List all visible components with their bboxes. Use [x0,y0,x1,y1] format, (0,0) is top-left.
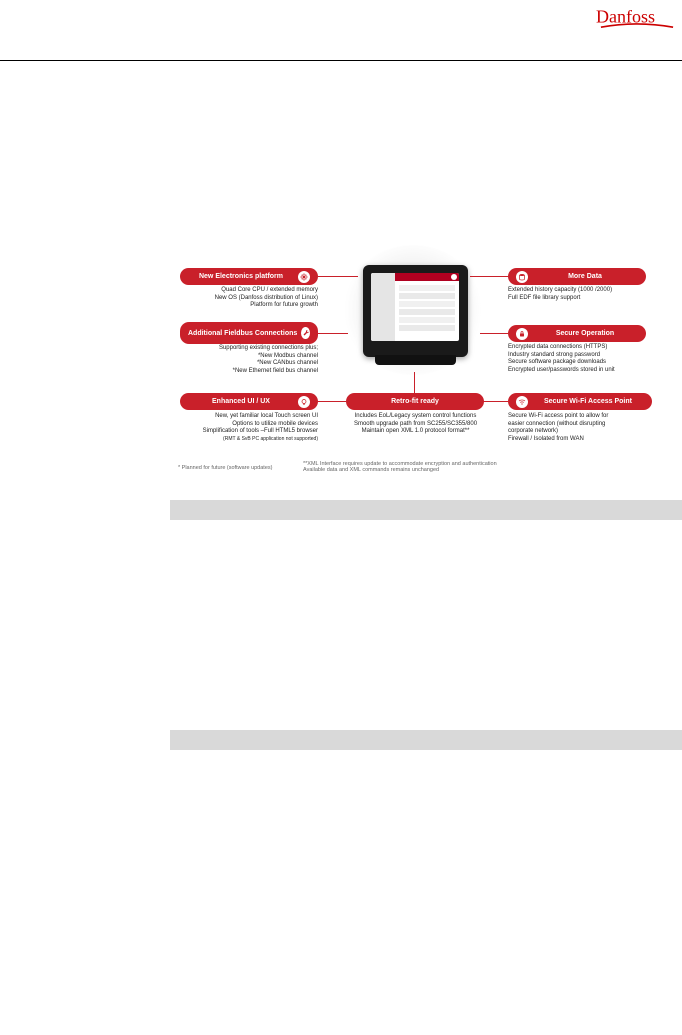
feature-details: Supporting existing connections plus;*Ne… [178,345,318,375]
device-illustration [343,245,483,375]
feature-pill-label: Additional Fieldbus Connections [188,330,297,337]
feature-pill: New Electronics platform [180,268,318,285]
footnote-2: **XML Interface requires update to accom… [303,461,497,473]
feature-pill: Secure Operation [508,325,646,342]
feature-detail-line: Supporting existing connections plus; [178,345,318,353]
feature-pill-label: New Electronics platform [188,273,294,280]
device-screen-row [399,317,455,323]
feature-detail-line: (RMT & SvB PC application not supported) [164,436,318,442]
connector-line [414,372,415,393]
feature-details: New, yet familiar local Touch screen UIO… [164,413,318,442]
feature-detail-line: Includes EoL/Legacy system control funct… [338,413,493,421]
feature-detail-line: Quad Core CPU / extended memory [178,287,318,295]
feature-detail-line: Industry standard strong password [508,352,663,360]
connector-line [480,333,508,334]
feature-detail-line: easier connection (without disrupting [508,421,658,429]
connector-line [318,333,348,334]
feature-pill: More Data [508,268,646,285]
header-divider [0,60,682,61]
gray-bar-2 [170,730,682,750]
device-screen-sidebar [371,273,395,341]
feature-pill: Additional Fieldbus Connections [180,322,318,344]
device-screen-row [399,293,455,299]
footnote-1: * Planned for future (software updates) [178,465,272,471]
feature-detail-line: Options to utilize mobile devices [164,421,318,429]
device-screen-row [399,285,455,291]
bulb-icon [298,396,310,408]
feature-pill: Secure Wi-Fi Access Point [508,393,652,410]
feature-pill: Enhanced UI / UX [180,393,318,410]
footnote-2-line2: Available data and XML commands remains … [303,467,439,473]
feature-detail-line: Full EDF file library support [508,295,658,303]
connector-line [318,401,346,402]
feature-details: Extended history capacity (1000 /2000)Fu… [508,287,658,302]
feature-detail-line: Encrypted data connections (HTTPS) [508,344,663,352]
feature-detail-line: Encrypted user/passwords stored in unit [508,367,663,375]
device-screen-row [399,309,455,315]
device-screen-row [399,325,455,331]
feature-pill: Retro-fit ready [346,393,484,410]
db-icon [516,271,528,283]
svg-text:Danfoss: Danfoss [596,6,655,26]
feature-pill-label: Secure Operation [532,330,638,337]
feature-pill-label: More Data [532,273,638,280]
feature-details: Quad Core CPU / extended memoryNew OS (D… [178,287,318,310]
danfoss-logo-icon: Danfoss [596,4,678,34]
feature-detail-line: *New Ethernet field bus channel [178,368,318,376]
feature-detail-line: Platform for future growth [178,302,318,310]
feature-details: Includes EoL/Legacy system control funct… [338,413,493,436]
feature-pill-label: Retro-fit ready [354,398,476,405]
feature-details: Secure Wi-Fi access point to allow forea… [508,413,658,443]
connector-line [470,276,508,277]
feature-detail-line: Firewall / Isolated from WAN [508,436,658,444]
feature-detail-line: Smooth upgrade path from SC255/SC355/800 [338,421,493,429]
lock-icon [516,328,528,340]
device-body [363,265,468,357]
feature-detail-line: New, yet familiar local Touch screen UI [164,413,318,421]
device-screen-row [399,301,455,307]
gray-bar-1 [170,500,682,520]
device-screen [371,273,459,341]
feature-pill-label: Enhanced UI / UX [188,398,294,405]
wrench-icon [301,327,310,339]
feature-detail-line: Secure software package downloads [508,359,663,367]
wifi-icon [516,396,528,408]
feature-detail-line: corporate network) [508,428,658,436]
device-screen-topbar [395,273,459,281]
brand-logo: Danfoss [596,4,678,39]
feature-details: Encrypted data connections (HTTPS)Indust… [508,344,663,374]
connector-line [318,276,358,277]
feature-detail-line: Simplification of tools –Full HTML5 brow… [164,428,318,436]
feature-detail-line: Maintain open XML 1.0 protocol format** [338,428,493,436]
page: Danfoss [0,0,682,1035]
feature-infographic: * Planned for future (software updates) … [170,240,680,500]
feature-detail-line: New OS (Danfoss distribution of Linux) [178,295,318,303]
cpu-icon [298,271,310,283]
feature-detail-line: Secure Wi-Fi access point to allow for [508,413,658,421]
feature-pill-label: Secure Wi-Fi Access Point [532,398,644,405]
feature-detail-line: *New CANbus channel [178,360,318,368]
connector-line [480,401,508,402]
device-screen-badge [451,274,457,280]
device-chin [375,355,456,365]
feature-detail-line: *New Modbus channel [178,353,318,361]
feature-detail-line: Extended history capacity (1000 /2000) [508,287,658,295]
